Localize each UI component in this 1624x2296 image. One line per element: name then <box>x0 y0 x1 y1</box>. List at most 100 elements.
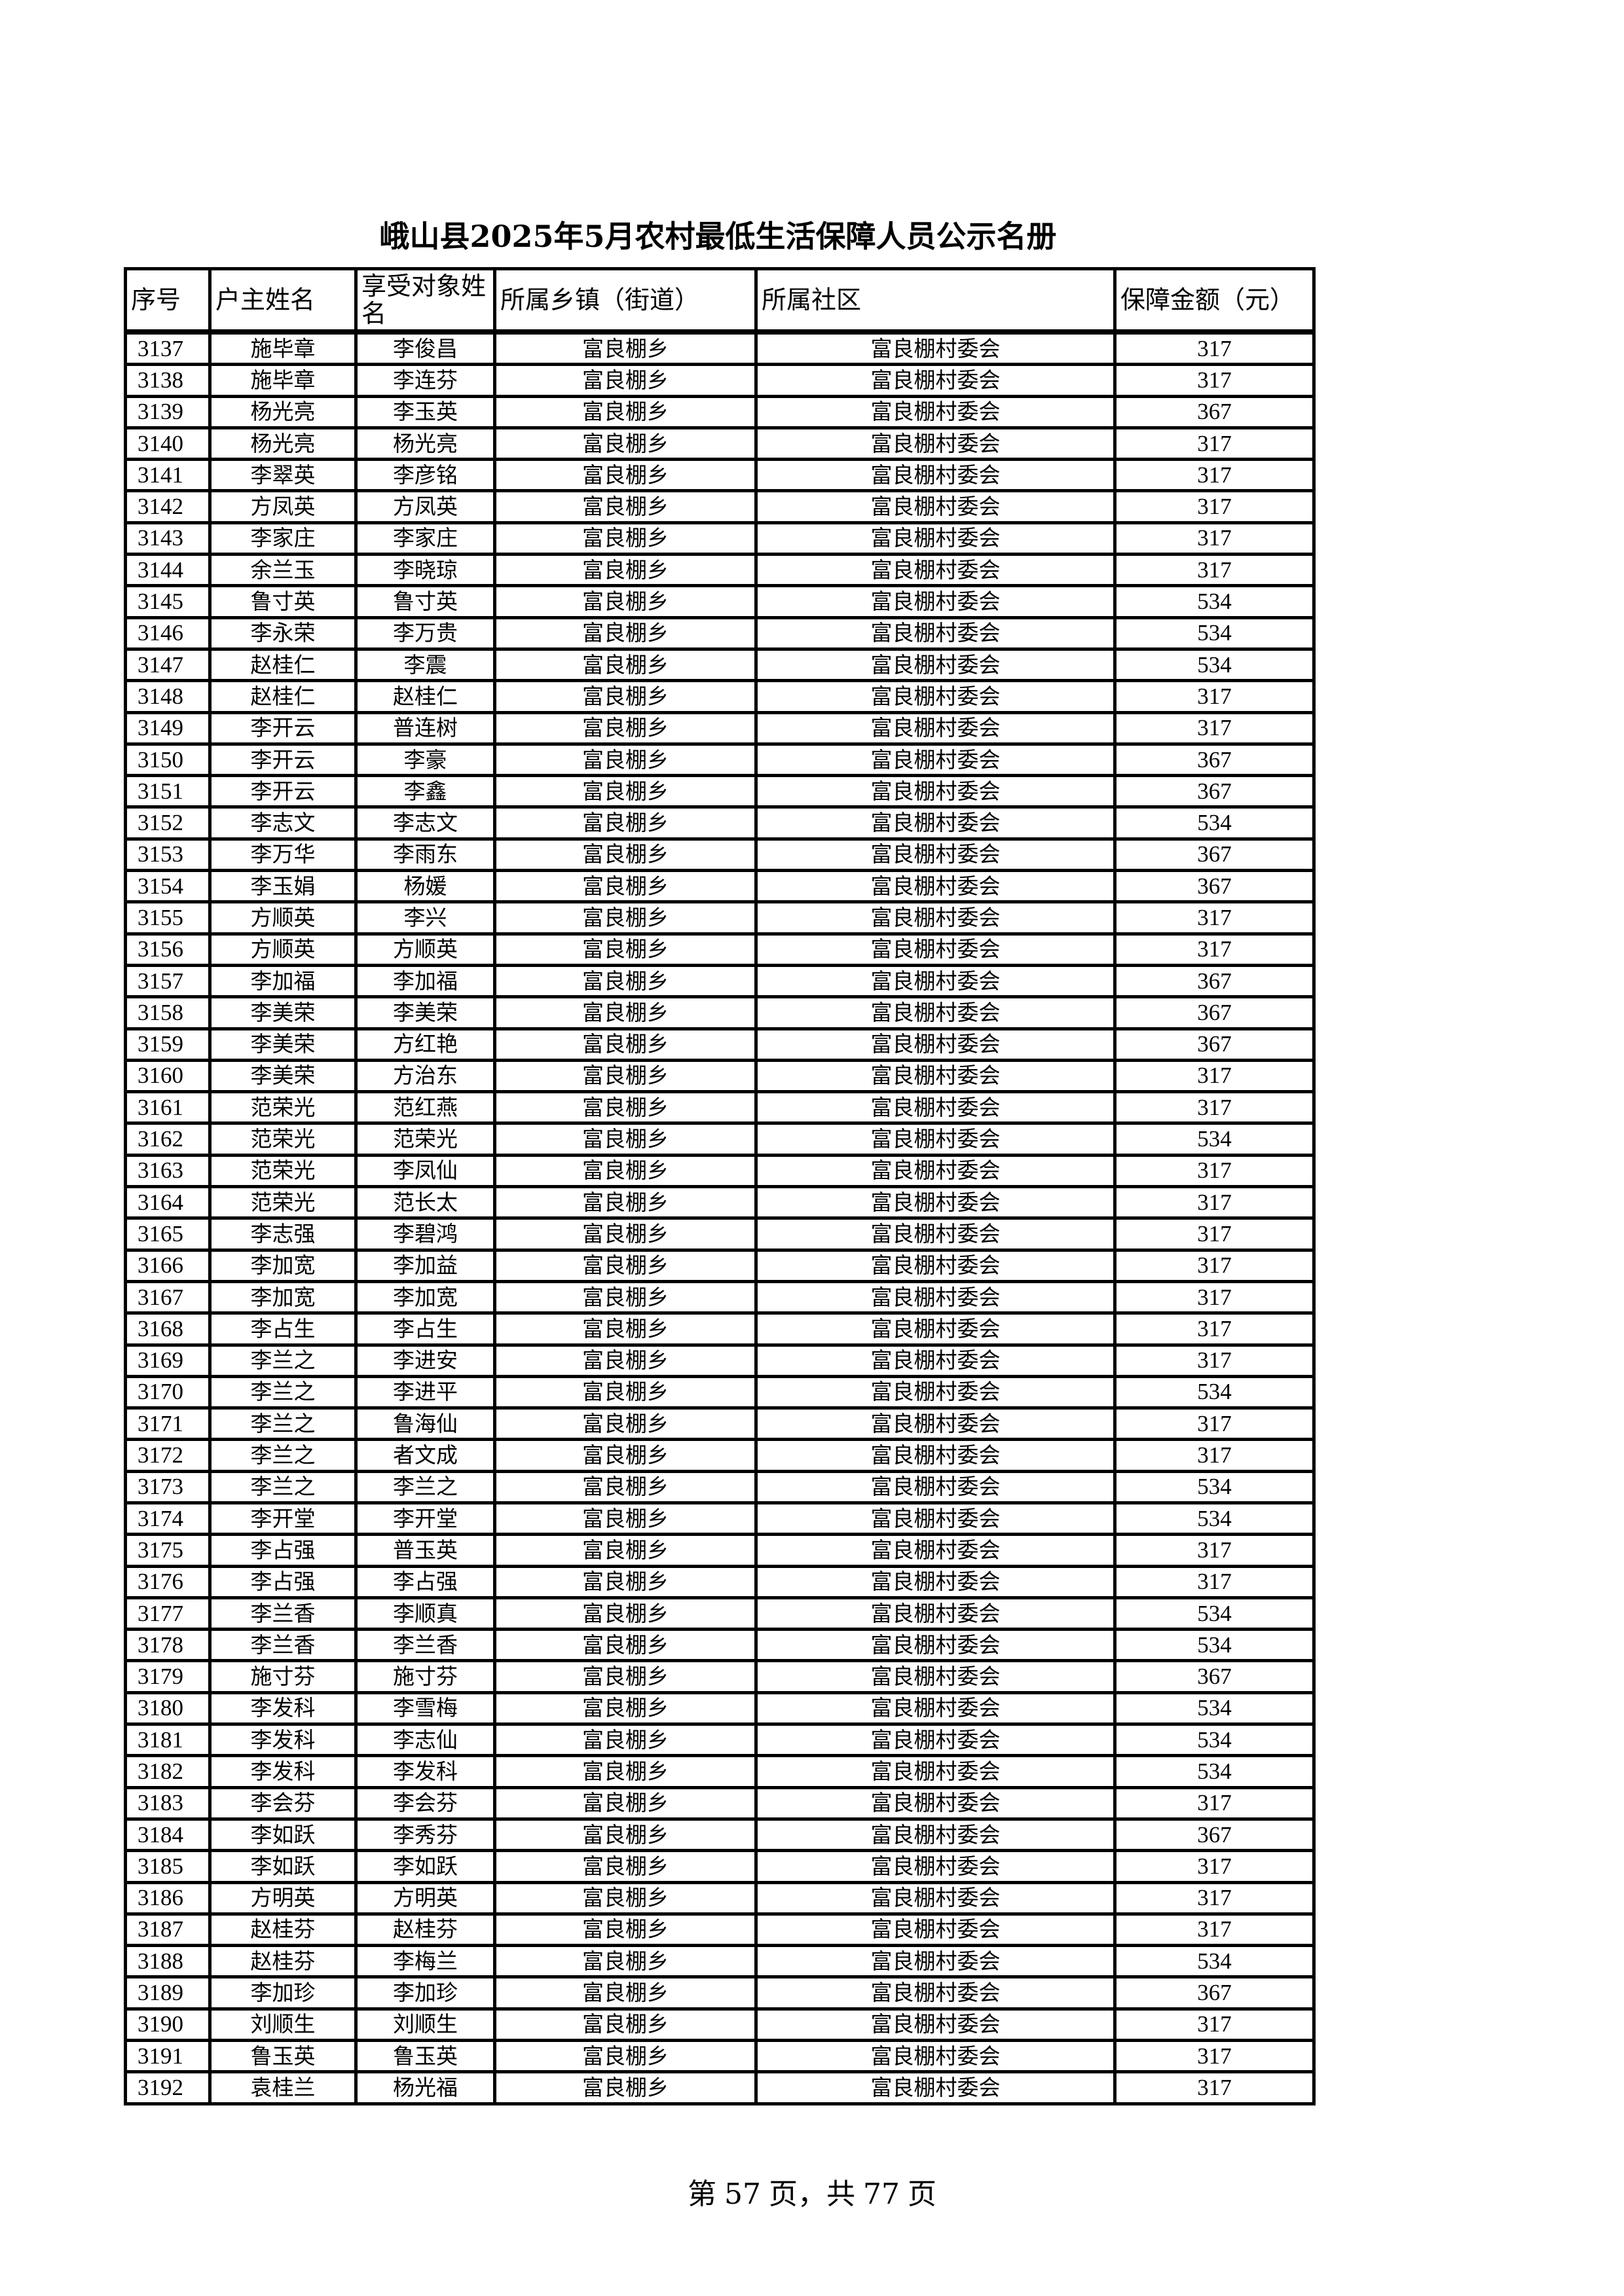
cell-township: 富良棚乡 <box>493 1090 758 1125</box>
cell-amount: 367 <box>1113 394 1316 429</box>
cell-serial: 3146 <box>124 615 212 651</box>
cell-community: 富良棚村委会 <box>754 742 1116 778</box>
cell-amount: 317 <box>1113 679 1316 714</box>
cell-township: 富良棚乡 <box>493 647 758 683</box>
cell-serial: 3169 <box>124 1343 212 1378</box>
table-row: 3176 李占强 李占强 富良棚乡 富良棚村委会 317 <box>124 1564 1316 1599</box>
cell-township: 富良棚乡 <box>493 837 758 873</box>
cell-community: 富良棚村委会 <box>754 774 1116 809</box>
cell-household-head: 李加宽 <box>208 1248 358 1283</box>
cell-township: 富良棚乡 <box>493 2070 758 2105</box>
cell-serial: 3188 <box>124 1944 212 1979</box>
cell-household-head: 赵桂仁 <box>208 679 358 714</box>
cell-household-head: 范荣光 <box>208 1153 358 1189</box>
cell-township: 富良棚乡 <box>493 2039 758 2074</box>
cell-serial: 3139 <box>124 394 212 429</box>
cell-beneficiary: 李占强 <box>354 1564 496 1599</box>
cell-township: 富良棚乡 <box>493 995 758 1030</box>
header-household-head: 户主姓名 <box>208 267 358 334</box>
table-row: 3190 刘顺生 刘顺生 富良棚乡 富良棚村委会 317 <box>124 2007 1316 2043</box>
cell-beneficiary: 李加珍 <box>354 1975 496 2011</box>
cell-household-head: 李美荣 <box>208 1058 358 1094</box>
cell-serial: 3180 <box>124 1690 212 1726</box>
cell-community: 富良棚村委会 <box>754 1817 1116 1853</box>
cell-serial: 3140 <box>124 426 212 462</box>
cell-community: 富良棚村委会 <box>754 1406 1116 1442</box>
cell-household-head: 李发科 <box>208 1690 358 1726</box>
table-row: 3160 李美荣 方治东 富良棚乡 富良棚村委会 317 <box>124 1058 1316 1094</box>
cell-serial: 3191 <box>124 2039 212 2074</box>
cell-household-head: 李兰香 <box>208 1628 358 1663</box>
cell-community: 富良棚村委会 <box>754 489 1116 524</box>
cell-community: 富良棚村委会 <box>754 1343 1116 1378</box>
cell-household-head: 李美荣 <box>208 995 358 1030</box>
table-row: 3185 李如跃 李如跃 富良棚乡 富良棚村委会 317 <box>124 1849 1316 1884</box>
cell-household-head: 李家庄 <box>208 520 358 556</box>
cell-serial: 3176 <box>124 1564 212 1599</box>
table-row: 3148 赵桂仁 赵桂仁 富良棚乡 富良棚村委会 317 <box>124 679 1316 714</box>
cell-serial: 3153 <box>124 837 212 873</box>
table-row: 3141 李翠英 李彦铭 富良棚乡 富良棚村委会 317 <box>124 458 1316 493</box>
cell-amount: 534 <box>1113 805 1316 841</box>
cell-amount: 317 <box>1113 1849 1316 1884</box>
cell-household-head: 李占生 <box>208 1311 358 1347</box>
cell-amount: 534 <box>1113 1722 1316 1758</box>
cell-township: 富良棚乡 <box>493 1944 758 1979</box>
cell-household-head: 李加珍 <box>208 1975 358 2011</box>
cell-township: 富良棚乡 <box>493 1533 758 1568</box>
table-row: 3138 施毕章 李连芬 富良棚乡 富良棚村委会 317 <box>124 363 1316 398</box>
cell-community: 富良棚村委会 <box>754 1248 1116 1283</box>
cell-household-head: 李开云 <box>208 710 358 746</box>
cell-community: 富良棚村委会 <box>754 1279 1116 1315</box>
cell-amount: 367 <box>1113 995 1316 1030</box>
cell-amount: 317 <box>1113 363 1316 398</box>
cell-beneficiary: 者文成 <box>354 1438 496 1473</box>
cell-household-head: 杨光亮 <box>208 394 358 429</box>
cell-community: 富良棚村委会 <box>754 2039 1116 2074</box>
cell-township: 富良棚乡 <box>493 1279 758 1315</box>
cell-township: 富良棚乡 <box>493 2007 758 2043</box>
footer-prefix: 第 <box>688 2178 716 2211</box>
cell-amount: 317 <box>1113 1533 1316 1568</box>
cell-household-head: 刘顺生 <box>208 2007 358 2043</box>
cell-township: 富良棚乡 <box>493 1311 758 1347</box>
cell-serial: 3143 <box>124 520 212 556</box>
cell-community: 富良棚村委会 <box>754 1944 1116 1979</box>
cell-community: 富良棚村委会 <box>754 1628 1116 1663</box>
footer-page-number: 57 <box>724 2178 761 2211</box>
cell-beneficiary: 普玉英 <box>354 1533 496 1568</box>
cell-serial: 3181 <box>124 1722 212 1758</box>
cell-amount: 534 <box>1113 1628 1316 1663</box>
cell-amount: 534 <box>1113 1501 1316 1537</box>
cell-community: 富良棚村委会 <box>754 1722 1116 1758</box>
cell-beneficiary: 李雨东 <box>354 837 496 873</box>
cell-household-head: 李志文 <box>208 805 358 841</box>
table-row: 3156 方顺英 方顺英 富良棚乡 富良棚村委会 317 <box>124 932 1316 967</box>
cell-serial: 3163 <box>124 1153 212 1189</box>
cell-beneficiary: 方红艳 <box>354 1027 496 1062</box>
cell-community: 富良棚村委会 <box>754 1690 1116 1726</box>
cell-household-head: 李兰之 <box>208 1406 358 1442</box>
cell-beneficiary: 李加益 <box>354 1248 496 1283</box>
footer-mid: 页，共 <box>769 2178 855 2211</box>
cell-amount: 534 <box>1113 1121 1316 1157</box>
cell-beneficiary: 范红燕 <box>354 1090 496 1125</box>
table-row: 3146 李永荣 李万贵 富良棚乡 富良棚村委会 534 <box>124 615 1316 651</box>
cell-household-head: 李发科 <box>208 1722 358 1758</box>
cell-beneficiary: 李志文 <box>354 805 496 841</box>
cell-household-head: 李发科 <box>208 1754 358 1789</box>
table-row: 3191 鲁玉英 鲁玉英 富良棚乡 富良棚村委会 317 <box>124 2039 1316 2074</box>
cell-amount: 317 <box>1113 1880 1316 1916</box>
cell-beneficiary: 杨光福 <box>354 2070 496 2105</box>
table-row: 3149 李开云 普连树 富良棚乡 富良棚村委会 317 <box>124 710 1316 746</box>
cell-township: 富良棚乡 <box>493 489 758 524</box>
cell-community: 富良棚村委会 <box>754 615 1116 651</box>
table-row: 3145 鲁寸英 鲁寸英 富良棚乡 富良棚村委会 534 <box>124 584 1316 619</box>
cell-community: 富良棚村委会 <box>754 1501 1116 1537</box>
cell-serial: 3157 <box>124 963 212 999</box>
cell-beneficiary: 李兰香 <box>354 1628 496 1663</box>
cell-community: 富良棚村委会 <box>754 1880 1116 1916</box>
table-row: 3137 施毕章 李俊昌 富良棚乡 富良棚村委会 317 <box>124 330 1316 367</box>
cell-beneficiary: 李美荣 <box>354 995 496 1030</box>
cell-township: 富良棚乡 <box>493 805 758 841</box>
